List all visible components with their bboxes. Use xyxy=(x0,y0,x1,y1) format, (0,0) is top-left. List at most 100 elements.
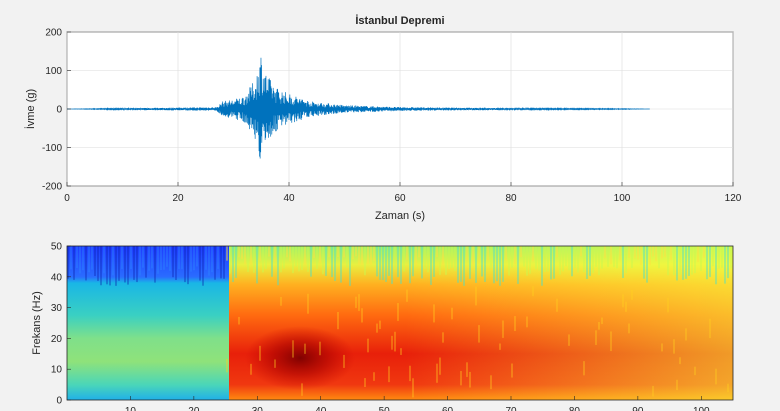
spectrogram-stripe xyxy=(502,246,504,282)
spectrogram-stripe xyxy=(130,246,132,270)
spectrogram-stripe xyxy=(88,246,90,273)
spectrogram-stripe xyxy=(634,246,636,259)
spectrogram-stripe xyxy=(685,328,687,341)
spectrogram-stripe xyxy=(85,246,87,281)
spectrogram-stripe xyxy=(325,246,327,276)
spectrogram-x-tick-label: 60 xyxy=(442,406,454,411)
spectrogram-stripe xyxy=(685,246,687,279)
spectrogram-stripe xyxy=(649,246,651,266)
spectrogram-stripe xyxy=(340,246,342,283)
spectrogram-stripe xyxy=(151,246,153,269)
spectrogram-stripe xyxy=(355,296,357,308)
spectrogram-stripe xyxy=(388,246,390,276)
spectrogram-stripe xyxy=(535,246,537,270)
accel-y-tick-label: -200 xyxy=(42,182,62,193)
spectrogram-stripe xyxy=(484,246,486,282)
spectrogram-stripe xyxy=(679,246,681,275)
spectrogram-stripe xyxy=(256,246,258,284)
spectrogram-stripe xyxy=(310,246,312,277)
spectrogram-stripe xyxy=(307,293,309,314)
spectrogram-stripe xyxy=(616,246,618,269)
spectrogram-stripe xyxy=(631,289,633,300)
spectrogram-stripe xyxy=(724,246,726,284)
spectrogram-stripe xyxy=(295,246,297,267)
spectrogram-stripe xyxy=(319,246,321,263)
spectrogram-stripe xyxy=(715,368,717,385)
spectrogram-stripe xyxy=(307,246,309,272)
spectrogram-stripe xyxy=(679,357,681,365)
spectrogram-stripe xyxy=(247,246,249,272)
spectrogram-stripe xyxy=(583,361,585,376)
spectrogram-stripe xyxy=(292,340,294,358)
spectrogram-stripe xyxy=(595,246,597,267)
spectrogram-stripe xyxy=(136,246,138,283)
spectrogram-stripe xyxy=(193,246,195,271)
spectrogram-stripe xyxy=(166,246,168,267)
spectrogram-pre-onset xyxy=(67,246,229,400)
spectrogram-stripe xyxy=(439,246,441,275)
spectrogram-stripe xyxy=(568,246,570,271)
spectrogram-stripe xyxy=(127,246,129,285)
spectrogram-stripe xyxy=(628,323,630,334)
spectrogram-y-ticks: 50 40 30 20 10 0 xyxy=(51,242,71,407)
spectrogram-stripe xyxy=(352,246,354,260)
spectrogram-stripe xyxy=(556,246,558,258)
spectrogram-stripe xyxy=(367,246,369,264)
spectrogram-stripe xyxy=(280,296,282,306)
spectrogram-stripe xyxy=(460,370,462,386)
spectrogram-stripe xyxy=(304,246,306,265)
spectrogram-stripe xyxy=(667,297,669,313)
spectrogram-x-tick-label: 100 xyxy=(693,406,710,411)
spectrogram-stripe xyxy=(358,246,360,265)
spectrogram-stripe xyxy=(601,246,603,269)
spectrogram-stripe xyxy=(655,246,657,262)
spectrogram-stripe xyxy=(379,320,381,330)
spectrogram-stripe xyxy=(385,246,387,282)
spectrogram-stripe xyxy=(433,246,435,277)
spectrogram-stripe xyxy=(229,246,231,274)
spectrogram-stripe xyxy=(208,246,210,276)
spectrogram-stripe xyxy=(100,246,102,286)
spectrogram-stripe xyxy=(109,246,111,286)
spectrogram-stripe xyxy=(475,286,477,306)
spectrogram-stripe xyxy=(418,246,420,258)
spectrogram-stripe xyxy=(76,246,78,269)
spectrogram-stripe xyxy=(139,246,141,276)
spectrogram-stripe xyxy=(274,246,276,262)
spectrogram-stripe xyxy=(490,375,492,390)
spectrogram-stripe xyxy=(529,246,531,274)
accel-y-axis-label: İvme (g) xyxy=(24,89,37,129)
spectrogram-stripe xyxy=(559,246,561,275)
spectrogram-stripe xyxy=(238,316,240,325)
spectrogram-y-axis-label: Frekans (Hz) xyxy=(31,291,43,355)
spectrogram-stripe xyxy=(70,246,72,270)
spectrogram-stripe xyxy=(364,246,366,276)
spectrogram-stripe xyxy=(676,246,678,281)
spectrogram-stripe xyxy=(625,301,627,312)
spectrogram-stripe xyxy=(613,246,615,268)
spectrogram-stripe xyxy=(523,246,525,267)
spectrogram-stripe xyxy=(532,246,534,262)
spectrogram-stripe xyxy=(562,246,564,272)
spectrogram-stripe xyxy=(103,246,105,274)
spectrogram-frame xyxy=(66,245,734,401)
spectrogram-stripe xyxy=(358,294,360,311)
spectrogram-stripe xyxy=(592,246,594,274)
spectrogram-stripe xyxy=(379,246,381,280)
spectrogram-stripe xyxy=(301,383,303,396)
spectrogram-stripe xyxy=(514,246,516,264)
spectrogram-stripe xyxy=(442,332,444,343)
spectrogram-stripe xyxy=(250,363,252,375)
spectrogram-y-tick-label: 0 xyxy=(56,396,62,407)
spectrogram-stripe xyxy=(244,246,246,265)
spectrogram-stripe xyxy=(439,357,441,375)
spectrogram-stripe xyxy=(646,246,648,283)
spectrogram-stripe xyxy=(436,246,438,258)
spectrogram-stripe xyxy=(604,246,606,259)
spectrogram-stripe xyxy=(565,246,567,267)
spectrogram-stripe xyxy=(112,246,114,276)
spectrogram-stripe xyxy=(553,246,555,279)
spectrogram-stripe xyxy=(313,246,315,259)
